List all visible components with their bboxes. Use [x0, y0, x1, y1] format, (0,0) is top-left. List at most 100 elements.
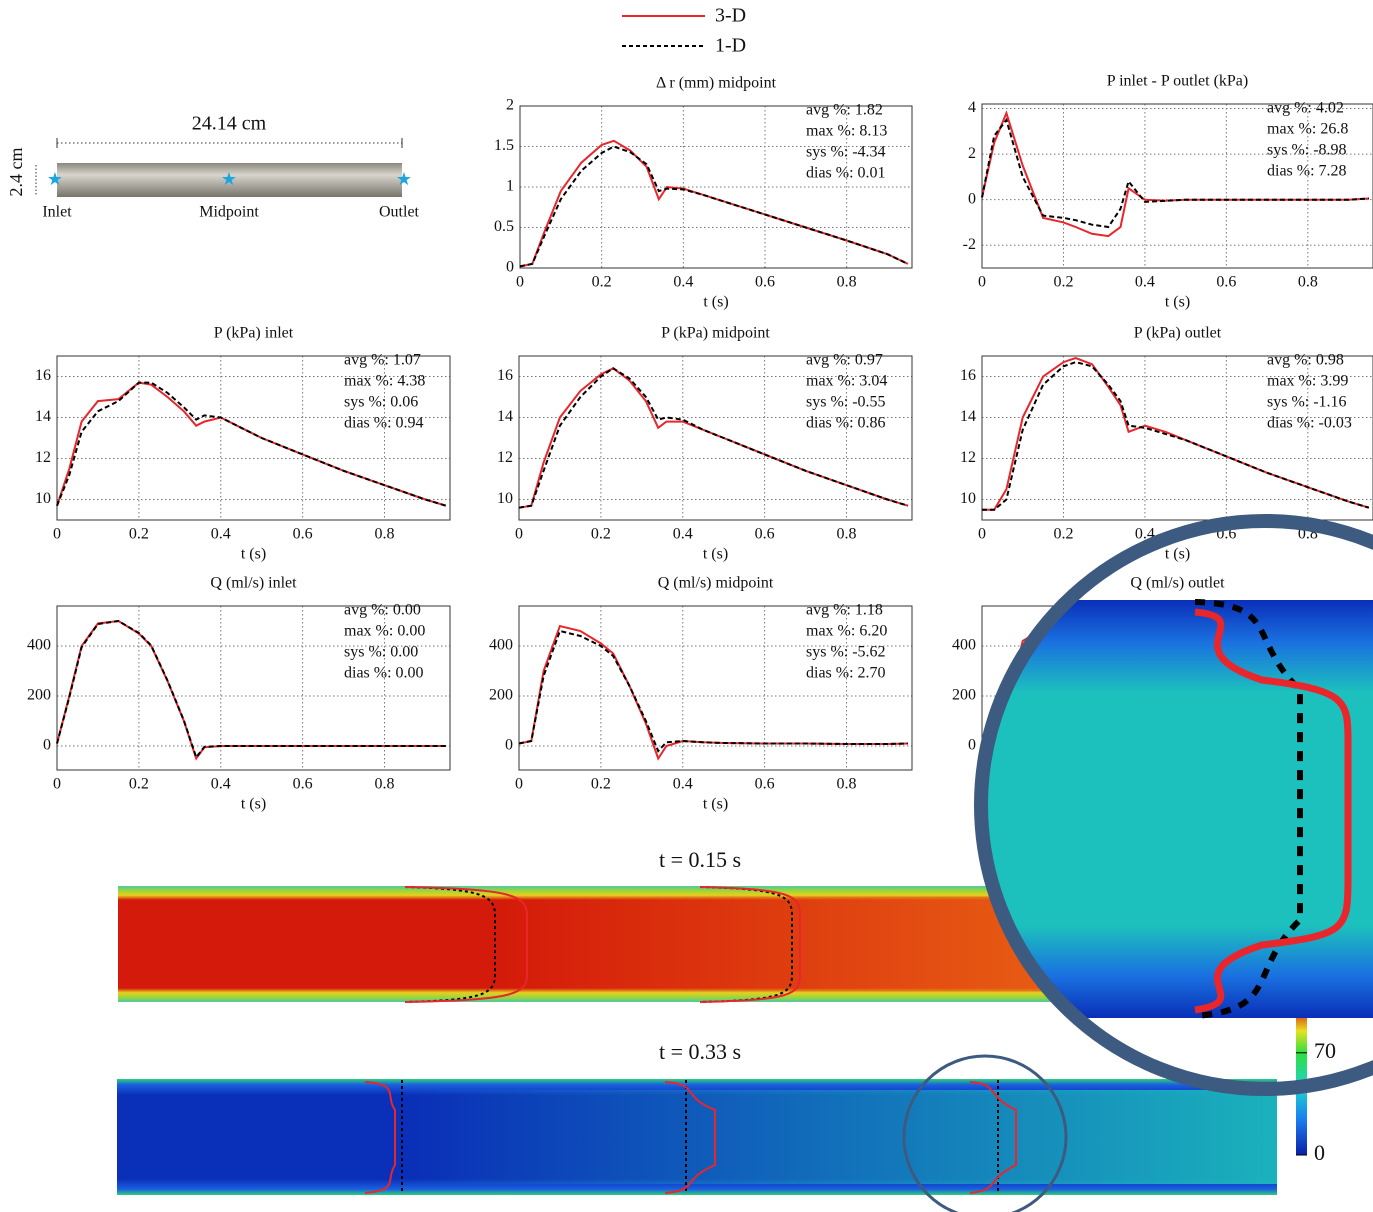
schematic: 24.14 cm 2.4 cm ★ ★ ★ Inlet Midpoint Out… — [6, 113, 419, 221]
stat-annotation: dias %: 2.70 — [806, 665, 886, 682]
y-tick-label: 200 — [952, 687, 976, 704]
y-tick-label: 2 — [506, 97, 514, 114]
x-axis-label: t (s) — [241, 796, 266, 813]
x-tick-label: 0.6 — [293, 526, 313, 543]
y-tick-label: 1.5 — [494, 137, 514, 154]
x-tick-label: 0.2 — [129, 776, 149, 793]
y-tick-label: 0 — [506, 259, 514, 276]
chart-title: Q (ml/s) inlet — [210, 575, 297, 592]
y-tick-label: 400 — [27, 637, 51, 654]
x-axis-label: t (s) — [703, 294, 728, 311]
x-axis-label: t (s) — [1165, 546, 1190, 563]
series-line — [57, 621, 446, 757]
stat-annotation: max %: 26.8 — [1267, 121, 1348, 138]
stat-annotation: dias %: 0.01 — [806, 165, 886, 182]
y-tick-label: 200 — [489, 687, 513, 704]
legend-label: 1-D — [715, 35, 746, 57]
x-tick-label: 0 — [53, 776, 61, 793]
location-label: Inlet — [42, 204, 72, 221]
series-line — [57, 621, 446, 759]
x-tick-label: 0.4 — [211, 526, 231, 543]
y-tick-label: 0 — [505, 737, 513, 754]
x-tick-label: 0.2 — [1053, 526, 1073, 543]
contour-title: t = 0.33 s — [659, 1039, 741, 1064]
y-tick-label: 4 — [968, 99, 976, 116]
stat-annotation: sys %: -1.16 — [1267, 394, 1347, 411]
y-tick-label: 16 — [35, 367, 51, 384]
y-tick-label: 14 — [497, 408, 513, 425]
x-tick-label: 0.4 — [1135, 274, 1155, 291]
chart-title: P (kPa) outlet — [1134, 325, 1222, 342]
y-tick-label: 1 — [506, 178, 514, 195]
location-label: Outlet — [379, 204, 420, 221]
y-tick-label: 200 — [27, 687, 51, 704]
y-tick-label: 12 — [35, 449, 51, 466]
stat-annotation: dias %: -0.03 — [1267, 415, 1352, 432]
x-tick-label: 0.4 — [673, 776, 693, 793]
probe-star: ★ — [47, 169, 63, 189]
stat-annotation: dias %: 0.86 — [806, 415, 886, 432]
stat-annotation: dias %: 0.94 — [344, 415, 424, 432]
figure: 3-D 1-D 24.14 cm 2.4 cm ★ ★ ★ Inlet Midp… — [0, 0, 1373, 1212]
stat-annotation: max %: 3.99 — [1267, 373, 1348, 390]
x-tick-label: 0.6 — [755, 526, 775, 543]
y-tick-label: 0 — [968, 737, 976, 754]
x-tick-label: 0.4 — [673, 526, 693, 543]
location-label: Midpoint — [199, 204, 259, 221]
colorbar-tick-label: 0 — [1314, 1140, 1325, 1165]
stat-annotation: sys %: -0.55 — [806, 394, 886, 411]
x-axis-label: t (s) — [703, 546, 728, 563]
legend-label: 3-D — [715, 5, 746, 27]
stat-annotation: sys %: -8.98 — [1267, 142, 1347, 159]
x-tick-label: 0 — [515, 526, 523, 543]
stat-annotation: avg %: 1.82 — [806, 102, 883, 119]
contour-top: t = 0.15 s — [118, 847, 1058, 1002]
x-tick-label: 0.8 — [837, 526, 857, 543]
x-tick-label: 0.6 — [755, 776, 775, 793]
contour-title: t = 0.15 s — [659, 847, 741, 872]
stat-annotation: max %: 0.00 — [344, 623, 425, 640]
stat-annotation: avg %: 0.98 — [1267, 352, 1344, 369]
y-tick-label: -2 — [963, 236, 976, 253]
x-tick-label: 0 — [53, 526, 61, 543]
x-tick-label: 0.6 — [1216, 274, 1236, 291]
x-tick-label: 0.2 — [592, 274, 612, 291]
probe-star: ★ — [221, 169, 237, 189]
colorbar-tick-label: 70 — [1314, 1038, 1336, 1063]
stat-annotation: sys %: -5.62 — [806, 644, 886, 661]
x-tick-label: 0.6 — [293, 776, 313, 793]
stat-annotation: max %: 3.04 — [806, 373, 887, 390]
x-axis-label: t (s) — [1165, 294, 1190, 311]
y-tick-label: 10 — [960, 490, 976, 507]
x-tick-label: 0.8 — [375, 526, 395, 543]
probe-star: ★ — [396, 169, 412, 189]
chart: P inlet - P outlet (kPa)-202400.20.40.60… — [963, 73, 1373, 311]
x-tick-label: 0.8 — [1298, 274, 1318, 291]
velocity-field-shade — [118, 898, 1058, 990]
y-tick-label: 16 — [497, 367, 513, 384]
contour-bottom: t = 0.33 s — [117, 1039, 1277, 1212]
x-tick-label: 0.6 — [755, 274, 775, 291]
x-tick-label: 0 — [516, 274, 524, 291]
chart-title: P (kPa) inlet — [214, 325, 294, 342]
y-tick-label: 14 — [35, 408, 51, 425]
y-tick-label: 10 — [35, 490, 51, 507]
y-tick-label: 12 — [497, 449, 513, 466]
chart-title: Q (ml/s) midpoint — [658, 575, 774, 592]
y-tick-label: 0 — [968, 190, 976, 207]
page: {"chart_data": [ {"type": "line", "title… — [0, 0, 1373, 1212]
stat-annotation: dias %: 0.00 — [344, 665, 424, 682]
stat-annotation: sys %: -4.34 — [806, 144, 886, 161]
x-tick-label: 0.4 — [673, 274, 693, 291]
x-tick-label: 0.2 — [591, 776, 611, 793]
diameter-label: 2.4 cm — [6, 148, 26, 197]
stat-annotation: avg %: 0.00 — [344, 602, 421, 619]
x-tick-label: 0.4 — [211, 776, 231, 793]
stat-annotation: max %: 6.20 — [806, 623, 887, 640]
velocity-field-shade — [117, 1090, 1277, 1184]
y-tick-label: 14 — [960, 408, 976, 425]
stat-annotation: sys %: 0.06 — [344, 394, 418, 411]
